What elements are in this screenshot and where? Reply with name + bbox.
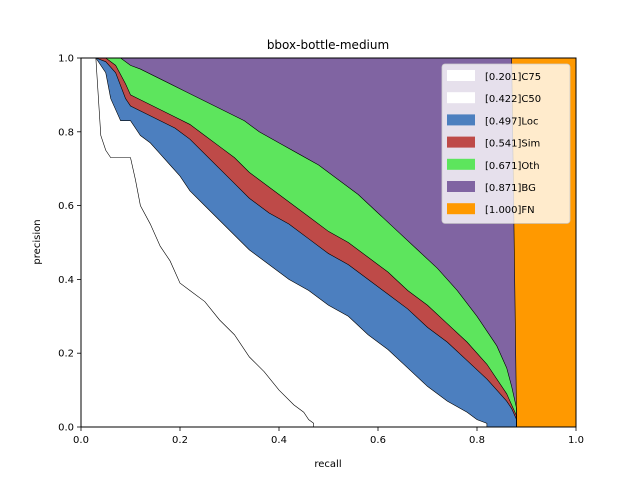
y-axis-label: precision xyxy=(32,219,43,264)
legend-label-c75: [0.201]C75 xyxy=(485,72,541,83)
curve-sim xyxy=(81,57,576,428)
y-tick-label: 0.6 xyxy=(58,201,74,212)
legend-swatch-c50 xyxy=(447,92,475,104)
legend-label-loc: [0.497]Loc xyxy=(485,116,538,127)
x-tick-label: 0.4 xyxy=(271,435,287,446)
x-tick-label: 0.0 xyxy=(73,435,89,446)
legend-swatch-loc xyxy=(447,114,475,126)
x-tick-label: 0.6 xyxy=(370,435,386,446)
x-axis-label: recall xyxy=(314,459,341,470)
legend-swatch-bg xyxy=(447,181,475,192)
legend-swatch-fn xyxy=(447,203,475,215)
legend-label-sim: [0.541]Sim xyxy=(485,139,540,150)
y-axis-ticks: 0.0 0.2 0.4 0.6 0.8 1.0 xyxy=(58,54,81,434)
legend-swatch-oth xyxy=(447,158,475,170)
legend-label-oth: [0.671]Oth xyxy=(485,161,540,172)
y-tick-label: 0.8 xyxy=(58,127,74,138)
curve-c75 xyxy=(81,57,576,428)
y-tick-label: 0.0 xyxy=(58,423,74,434)
curve-oth xyxy=(81,57,576,428)
y-tick-label: 0.4 xyxy=(58,275,74,286)
legend-label-c50: [0.422]C50 xyxy=(485,94,541,105)
x-axis-ticks: 0.0 0.2 0.4 0.6 0.8 1.0 xyxy=(73,427,584,446)
legend-swatch-c75 xyxy=(447,70,475,81)
y-tick-label: 0.2 xyxy=(58,349,74,360)
x-tick-label: 1.0 xyxy=(568,435,584,446)
curve-c50 xyxy=(81,57,576,428)
legend: [0.201]C75 [0.422]C50 [0.497]Loc [0.541]Sim… xyxy=(441,63,571,224)
x-tick-label: 0.2 xyxy=(172,435,188,446)
x-tick-label: 0.8 xyxy=(469,435,485,446)
curve-loc xyxy=(81,57,576,428)
legend-label-bg: [0.871]BG xyxy=(485,183,536,194)
y-tick-label: 1.0 xyxy=(58,54,74,65)
area-c75 xyxy=(81,58,576,427)
chart-title: bbox-bottle-medium xyxy=(267,38,389,52)
curve-lines-group xyxy=(81,57,576,428)
legend-label-fn: [1.000]FN xyxy=(485,205,535,216)
plot-frame xyxy=(80,57,577,428)
legend-swatch-sim xyxy=(447,136,475,148)
